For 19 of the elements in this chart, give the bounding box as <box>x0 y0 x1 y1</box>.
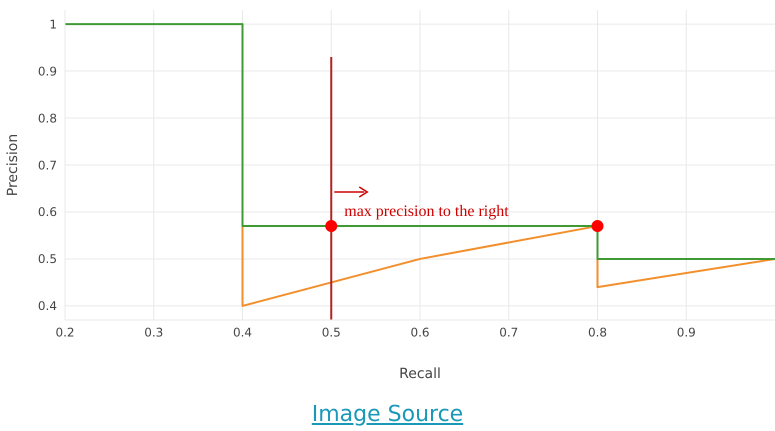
x-tick-label: 0.8 <box>588 326 608 340</box>
y-tick-label: 0.5 <box>38 252 57 266</box>
annotation: max precision to the right <box>344 202 510 220</box>
x-tick-label: 0.7 <box>499 326 518 340</box>
x-tick-label: 0.9 <box>676 326 696 340</box>
y-tick-label: 0.9 <box>38 64 57 78</box>
y-tick-label: 1 <box>49 17 57 32</box>
y-tick-label: 0.8 <box>38 111 57 126</box>
y-tick-label: 0.4 <box>38 299 57 314</box>
y-tick-label: 0.6 <box>38 205 57 220</box>
x-tick-label: 0.6 <box>410 326 430 340</box>
text: Image Source <box>310 402 464 427</box>
y-axis-title: Precision <box>4 134 21 196</box>
y-tick-label: 0.7 <box>38 158 57 172</box>
x-tick-label: 0.5 <box>322 326 341 340</box>
x-tick-label: 0.4 <box>232 326 252 340</box>
x-axis-title: Recall <box>399 366 441 382</box>
x-tick-label: 0.2 <box>55 326 75 340</box>
x-tick-label: 0.3 <box>144 326 164 340</box>
